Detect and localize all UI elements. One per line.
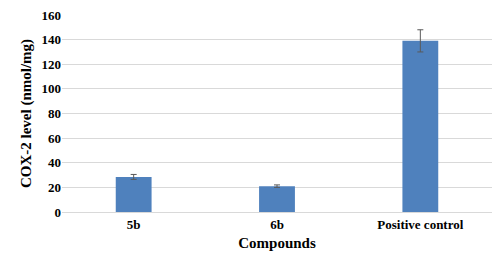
svg-text:120: 120: [42, 57, 62, 72]
svg-text:80: 80: [48, 106, 61, 121]
svg-text:60: 60: [48, 131, 61, 146]
svg-text:100: 100: [42, 81, 62, 96]
svg-text:5b: 5b: [127, 217, 141, 232]
svg-text:COX-2 level (nmol/mg): COX-2 level (nmol/mg): [18, 39, 35, 188]
svg-text:Compounds: Compounds: [238, 235, 316, 251]
svg-text:20: 20: [48, 180, 61, 195]
svg-text:140: 140: [42, 32, 62, 47]
svg-text:160: 160: [42, 8, 62, 23]
svg-text:0: 0: [55, 205, 62, 220]
svg-text:6b: 6b: [270, 217, 284, 232]
svg-text:Positive control: Positive control: [377, 217, 463, 232]
svg-text:40: 40: [48, 155, 61, 170]
